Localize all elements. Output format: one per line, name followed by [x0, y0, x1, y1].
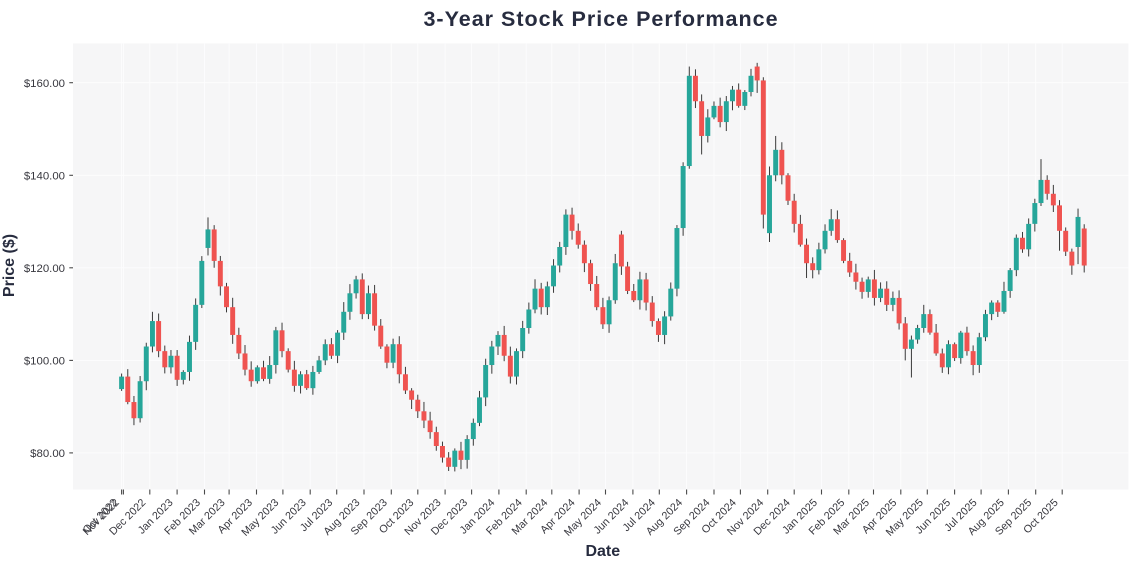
svg-text:$160.00: $160.00	[24, 78, 65, 90]
svg-text:$140.00: $140.00	[24, 171, 65, 183]
svg-text:$120.00: $120.00	[24, 263, 65, 275]
svg-text:$80.00: $80.00	[30, 448, 65, 460]
svg-text:Price ($): Price ($)	[1, 234, 18, 297]
svg-text:$100.00: $100.00	[24, 356, 65, 368]
svg-text:3-Year Stock Price Performance: 3-Year Stock Price Performance	[423, 7, 778, 31]
svg-text:Date: Date	[585, 543, 620, 560]
